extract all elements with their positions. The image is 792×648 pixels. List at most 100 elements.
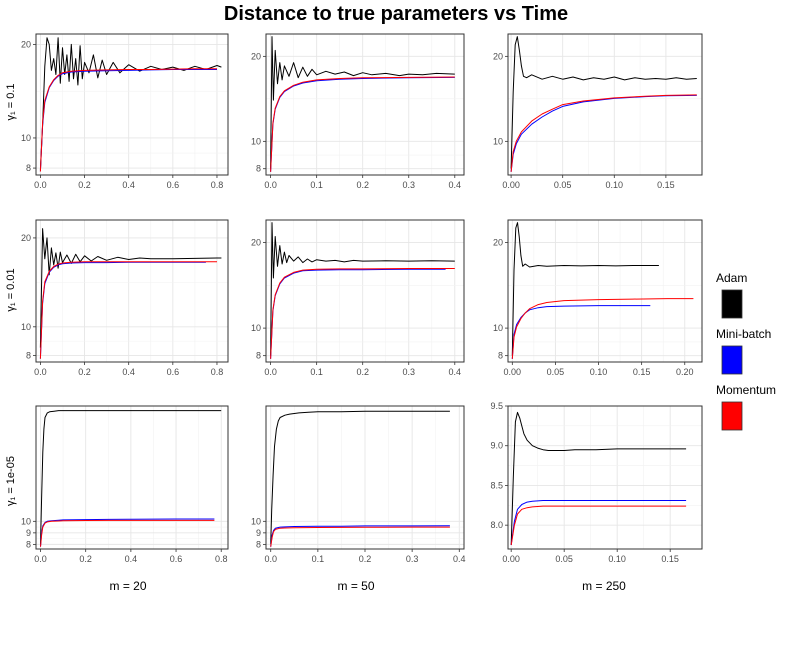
panel-2-1: 0.0 0.1 0.2 0.3 0.4 89 10 [251,405,466,564]
panel-background [36,34,228,175]
series-line-momentum [270,76,455,172]
x-tick-label: 0.4 [453,554,466,564]
series-line-momentum [510,505,687,546]
x-tick-label: 0.0 [34,180,47,190]
panel-border [265,33,465,176]
y-tick-label: 9.5 [490,401,503,411]
x-tick-label: 0.15 [661,554,679,564]
panel-background [36,220,228,362]
x-tick-label: 0.1 [312,554,325,564]
panel-1-0: 0.0 0.2 0.4 0.6 0.8 8 10 20 [21,219,229,377]
col-label-2: m = 250 [582,579,626,593]
series-line-adam [40,410,222,545]
x-tick-label: 0.6 [167,367,180,377]
series-line-adam [510,36,697,169]
x-tick-label: 0.00 [502,554,520,564]
y-tick-label: 9 [26,528,31,538]
x-tick-label: 0.1 [310,180,323,190]
panel-background [266,34,464,175]
x-tick-label: 0.1 [310,367,323,377]
x-tick-label: 0.4 [449,367,462,377]
legend: Adam Mini-batch Momentum [716,271,776,431]
y-tick-label: 9 [256,528,261,538]
x-tick-label: 0.20 [676,367,694,377]
legend-label-1: Mini-batch [716,327,771,341]
y-tick-label: 8 [256,164,261,174]
x-tick-label: 0.05 [547,367,565,377]
x-tick-label: 0.4 [122,367,135,377]
legend-swatch-mini-batch [721,345,743,375]
x-tick-label: 0.6 [170,554,183,564]
x-tick-label: 0.10 [608,554,626,564]
panel-background [508,406,702,549]
x-tick-label: 0.2 [78,180,91,190]
y-tick-label: 20 [251,238,261,248]
legend-swatch-momentum [721,401,743,431]
panel-border [35,405,229,550]
y-tick-label: 10 [493,136,503,146]
panel-0-1: 0.0 0.1 0.2 0.3 0.4 8 10 20 [251,33,465,190]
series-line-adam [39,228,222,348]
y-tick-label: 8.0 [490,520,503,530]
x-tick-label: 0.15 [657,180,675,190]
col-label-1: m = 50 [337,579,374,593]
x-tick-label: 0.0 [264,180,277,190]
row-labels: γ₁ = 0.1 γ₁ = 0.01 γ₁ = 1e-05 [5,83,17,505]
series-line-adam [511,222,659,356]
panel-border [35,33,229,176]
x-tick-label: 0.2 [356,367,369,377]
row-label-2: γ₁ = 1e-05 [5,456,17,506]
row-label-1: γ₁ = 0.01 [5,268,17,311]
panel-border [265,405,465,550]
series-line-momentum [511,298,694,359]
panel-background [508,220,702,362]
x-tick-label: 0.4 [122,180,135,190]
column-labels: m = 20 m = 50 m = 250 [109,579,626,593]
y-tick-label: 8 [26,350,31,360]
y-tick-label: 8 [26,539,31,549]
chart-title: Distance to true parameters vs Time [224,3,568,25]
y-tick-label: 10 [21,133,31,143]
y-tick-label: 10 [251,516,261,526]
x-tick-label: 0.3 [402,180,415,190]
y-tick-label: 20 [21,39,31,49]
x-tick-label: 0.3 [402,367,415,377]
x-tick-label: 0.2 [78,367,91,377]
series-line-momentum [270,526,450,547]
series-line-adam [270,222,455,356]
x-tick-label: 0.0 [264,367,277,377]
panel-0-0: 0.0 0.2 0.4 0.6 0.8 8 10 20 [21,33,229,190]
y-tick-label: 10 [251,136,261,146]
x-tick-label: 0.0 [34,554,47,564]
x-tick-label: 0.00 [502,180,520,190]
y-tick-label: 10 [493,323,503,333]
y-tick-label: 20 [251,51,261,61]
legend-swatch-adam [721,289,743,319]
x-tick-label: 0.6 [167,180,180,190]
x-tick-label: 0.10 [590,367,608,377]
series-line-momentum [270,268,455,359]
x-tick-label: 0.4 [449,180,462,190]
y-tick-label: 9.0 [490,441,503,451]
series-line-momentum [510,94,697,172]
series-line-mini-batch [511,305,651,359]
panel-border [507,33,703,176]
panel-2-2: 0.00 0.05 0.10 0.15 8.0 8.5 9.0 9.5 [490,401,703,564]
panel-border [507,405,703,550]
y-tick-label: 10 [21,516,31,526]
x-tick-label: 0.05 [555,554,573,564]
y-tick-label: 8 [256,539,261,549]
panel-0-2: 0.00 0.05 0.10 0.15 10 20 [493,33,703,190]
legend-label-2: Momentum [716,383,776,397]
panel-border [507,219,703,363]
row-label-0: γ₁ = 0.1 [5,83,17,120]
y-tick-label: 10 [21,322,31,332]
panel-background [266,220,464,362]
panel-border [35,219,229,363]
x-tick-label: 0.2 [356,180,369,190]
series-line-momentum [39,68,217,172]
y-tick-label: 20 [493,238,503,248]
series-line-adam [270,410,450,545]
panel-2-0: 0.0 0.2 0.4 0.6 0.8 89 10 [21,405,229,564]
